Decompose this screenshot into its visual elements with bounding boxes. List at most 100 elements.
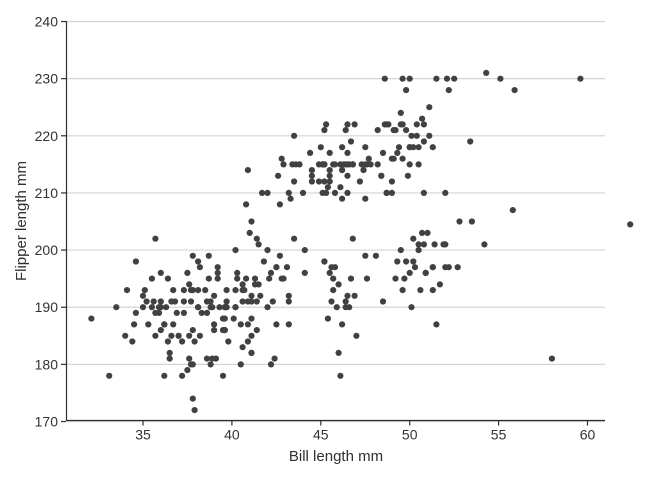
data-point (415, 247, 422, 254)
data-point (186, 355, 193, 362)
data-point (331, 189, 339, 196)
data-point (362, 161, 369, 168)
data-point (257, 292, 264, 299)
data-point (243, 275, 250, 282)
data-point (239, 298, 246, 305)
data-point (339, 144, 346, 151)
y-tick-label-220: 220 (35, 128, 59, 144)
data-point (170, 321, 177, 328)
data-point (326, 269, 333, 276)
data-point (456, 218, 463, 225)
data-point (406, 161, 413, 168)
data-point (413, 132, 420, 139)
data-point (342, 304, 349, 311)
data-point (291, 178, 298, 185)
data-point (337, 184, 344, 191)
data-point (246, 229, 253, 236)
data-point (168, 332, 175, 339)
data-point (342, 298, 349, 305)
data-point (161, 372, 168, 379)
data-point (276, 252, 283, 259)
data-point (139, 292, 147, 299)
data-point (342, 127, 349, 134)
gridlines (67, 20, 605, 423)
data-point (445, 264, 452, 271)
data-point (301, 269, 308, 276)
data-point (335, 281, 342, 288)
data-point (278, 155, 285, 162)
data-point (424, 229, 431, 236)
data-point (299, 189, 307, 196)
data-point (429, 287, 436, 294)
data-point (296, 161, 303, 168)
data-point (244, 321, 251, 328)
y-tick-label-230: 230 (35, 71, 59, 87)
data-point (139, 304, 147, 311)
data-point (203, 355, 211, 362)
data-point (323, 121, 330, 128)
data-point (395, 144, 403, 151)
data-point (189, 287, 196, 294)
data-point (351, 292, 358, 299)
data-point (161, 321, 168, 328)
data-point (330, 287, 337, 294)
data-point (415, 144, 422, 151)
data-point (328, 264, 335, 271)
data-point (131, 321, 138, 328)
data-point (230, 315, 237, 322)
data-point (234, 275, 241, 282)
data-point (339, 167, 346, 174)
data-point (189, 395, 196, 402)
data-point (163, 304, 170, 311)
y-tick-label-180: 180 (35, 356, 59, 372)
data-point (207, 361, 214, 368)
data-point (308, 178, 315, 185)
data-point (223, 304, 230, 311)
data-point (347, 138, 355, 145)
data-point (401, 275, 408, 282)
data-point (248, 218, 255, 225)
x-tick-label-55: 55 (491, 427, 507, 443)
data-point (273, 321, 280, 328)
data-point (372, 252, 379, 259)
data-point (285, 321, 292, 328)
data-point (326, 167, 333, 174)
data-point (321, 161, 328, 168)
data-point (319, 189, 326, 196)
data-point (195, 304, 202, 311)
data-point (143, 298, 150, 305)
data-point (344, 121, 351, 128)
data-point (385, 121, 392, 128)
data-point (349, 161, 356, 168)
data-point (255, 241, 262, 248)
data-point (429, 144, 436, 151)
data-point (209, 355, 216, 362)
data-point (406, 144, 413, 151)
data-point (283, 264, 291, 271)
data-point (203, 309, 211, 316)
data-point (356, 178, 363, 185)
data-point (408, 132, 415, 139)
data-point (321, 258, 328, 265)
data-point (420, 241, 427, 248)
data-point (433, 75, 440, 82)
data-point (221, 315, 228, 322)
data-point (353, 332, 360, 339)
data-point (195, 287, 202, 294)
data-point (234, 269, 241, 276)
data-point (198, 309, 205, 316)
data-point (410, 258, 417, 265)
data-point (173, 309, 180, 316)
data-point (408, 304, 415, 311)
data-point (330, 275, 337, 282)
data-point (232, 247, 239, 254)
tick-labels: 35 40 45 50 55 60 170 180 190 200 210 220 230 240 (35, 14, 596, 443)
data-point (239, 344, 246, 351)
data-point (248, 298, 255, 305)
data-point (260, 258, 267, 265)
data-point (344, 172, 351, 179)
x-axis-title: Bill length mm (289, 448, 383, 465)
data-point (207, 298, 214, 305)
data-point (251, 275, 259, 282)
data-point (308, 167, 315, 174)
